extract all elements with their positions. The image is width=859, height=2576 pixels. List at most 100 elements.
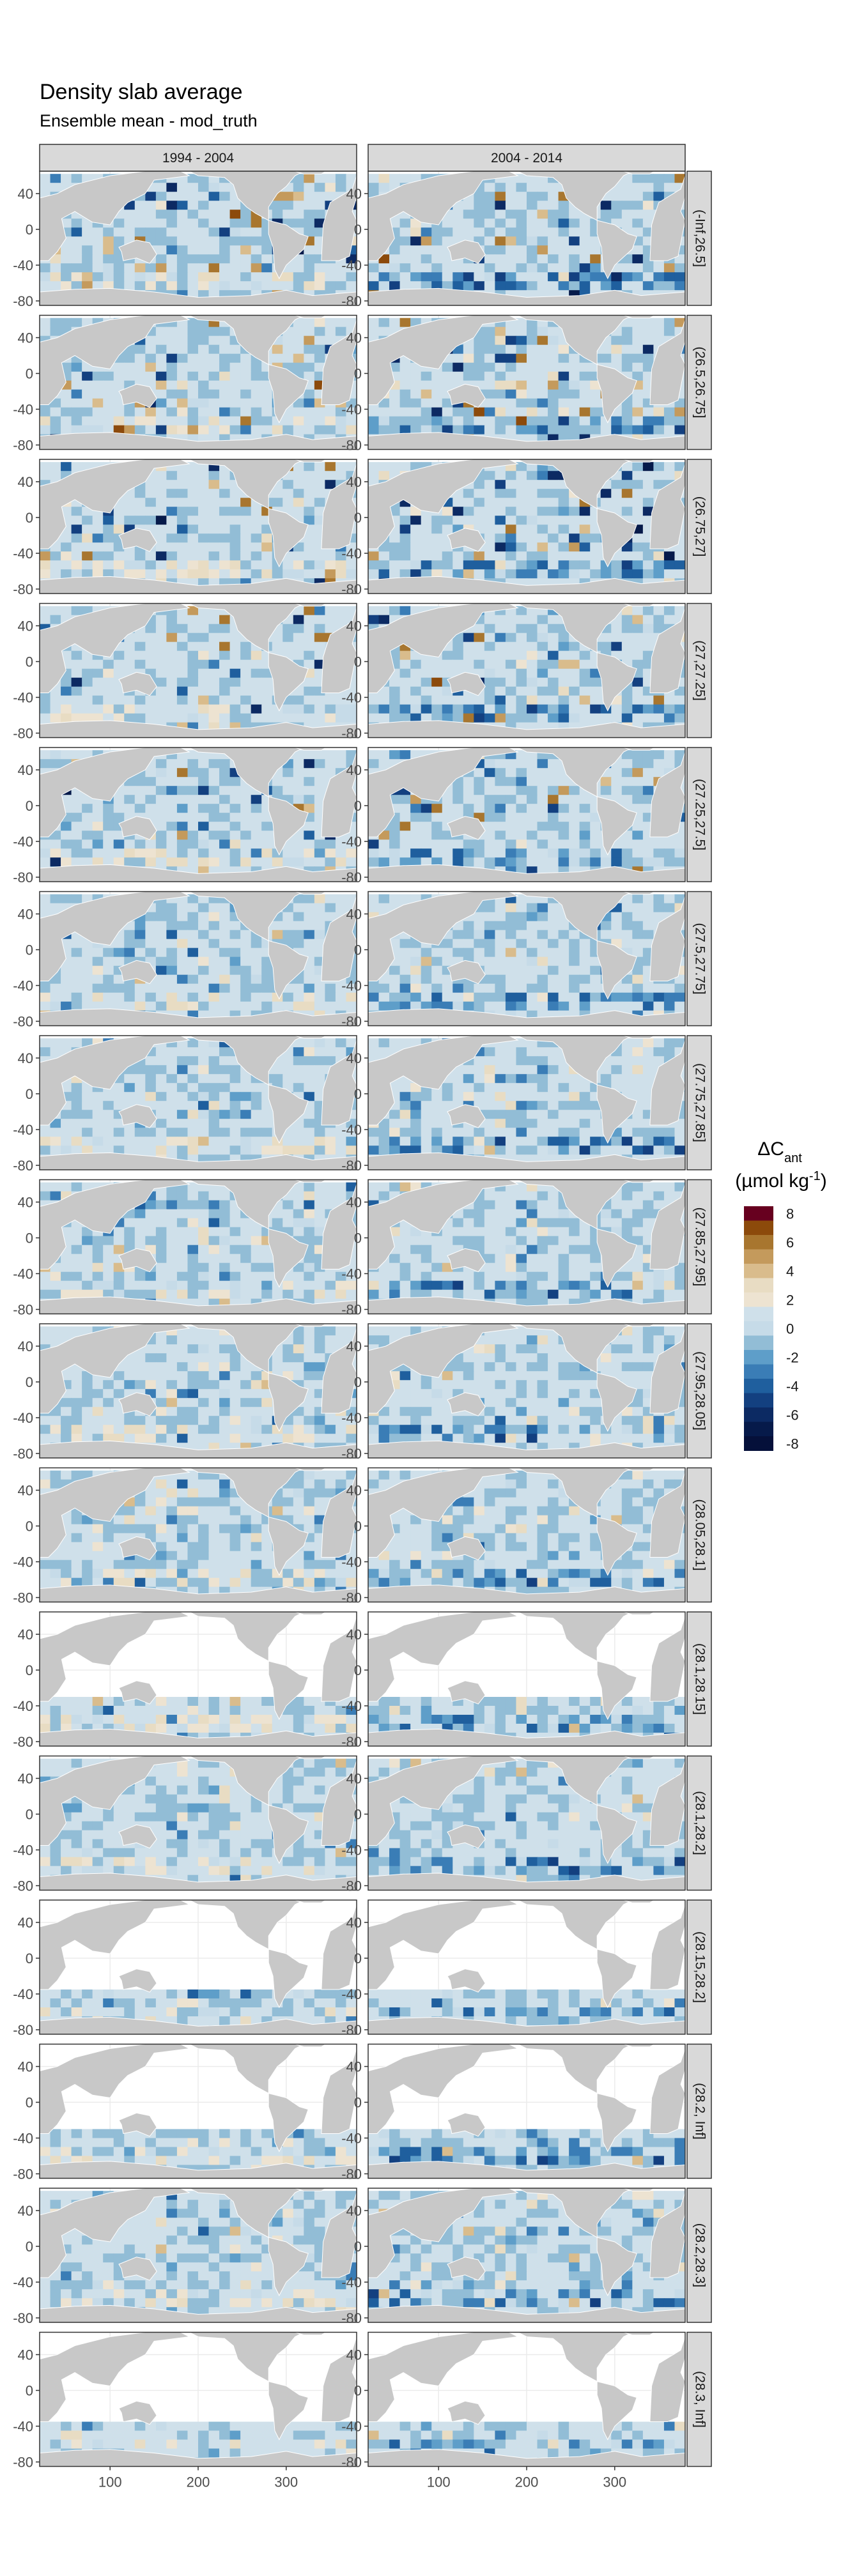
anomaly-cell <box>368 606 380 616</box>
anomaly-cell <box>484 704 495 714</box>
anomaly-cell <box>261 254 273 264</box>
anomaly-cell <box>453 407 464 417</box>
panel-border <box>39 459 357 594</box>
anomaly-cell <box>621 551 633 561</box>
anomaly-cell <box>569 245 580 255</box>
anomaly-cell <box>50 606 61 616</box>
anomaly-cell <box>399 704 411 714</box>
anomaly-cell <box>516 326 527 337</box>
anomaly-cell <box>134 407 146 417</box>
anomaly-cell <box>166 236 178 246</box>
anomaly-cell <box>155 335 167 346</box>
anomaly-cell <box>463 786 474 795</box>
anomaly-cell <box>145 210 157 219</box>
land-mask <box>268 652 309 712</box>
anomaly-cell <box>304 507 315 516</box>
anomaly-cell <box>293 362 304 372</box>
anomaly-cell <box>548 795 559 804</box>
anomaly-cell <box>198 201 210 210</box>
anomaly-cell <box>166 659 178 670</box>
anomaly-cell <box>166 201 178 210</box>
anomaly-cell <box>71 462 82 471</box>
anomaly-cell <box>611 777 623 786</box>
anomaly-cell <box>653 848 665 858</box>
anomaly-cell <box>368 615 380 625</box>
anomaly-cell <box>410 560 422 570</box>
anomaly-cell <box>389 263 401 273</box>
anomaly-cell <box>516 615 527 625</box>
anomaly-cell <box>229 533 241 543</box>
anomaly-cell <box>663 407 676 417</box>
anomaly-cell <box>558 398 569 408</box>
anomaly-cell <box>314 281 325 291</box>
anomaly-cell <box>82 704 93 714</box>
anomaly-cell <box>399 560 411 570</box>
anomaly-cell <box>410 551 422 561</box>
anomaly-cell <box>621 335 633 346</box>
anomaly-cell <box>229 650 241 661</box>
anomaly-cell <box>71 516 82 525</box>
anomaly-cell <box>537 632 548 643</box>
anomaly-cell <box>527 804 538 813</box>
anomaly-cell <box>134 362 146 372</box>
anomaly-cell <box>611 272 623 282</box>
anomaly-cell <box>208 641 220 652</box>
anomaly-cell <box>548 389 559 399</box>
anomaly-cell <box>113 569 125 579</box>
anomaly-cell <box>335 183 347 192</box>
anomaly-cell <box>198 525 210 534</box>
anomaly-cell <box>421 822 432 831</box>
anomaly-cell <box>579 533 591 543</box>
anomaly-cell <box>632 768 644 778</box>
anomaly-cell <box>208 624 220 634</box>
anomaly-cell <box>453 272 464 282</box>
anomaly-cell <box>176 839 189 849</box>
anomaly-cell <box>304 353 315 364</box>
anomaly-cell <box>484 210 495 219</box>
anomaly-cell <box>166 389 178 399</box>
anomaly-cell <box>198 371 210 381</box>
anomaly-cell <box>219 471 231 480</box>
anomaly-cell <box>378 326 390 337</box>
anomaly-cell <box>399 371 411 381</box>
anomaly-cell <box>61 389 72 399</box>
anomaly-cell <box>198 471 210 480</box>
anomaly-cell <box>548 632 559 643</box>
anomaly-cell <box>410 686 422 696</box>
anomaly-cell <box>293 254 304 264</box>
anomaly-cell <box>410 822 422 831</box>
y-tick-label: 40 <box>346 474 362 490</box>
land-mask <box>321 319 357 405</box>
anomaly-cell <box>474 416 485 426</box>
anomaly-cell <box>208 686 220 696</box>
anomaly-cell <box>314 416 325 426</box>
anomaly-cell <box>505 848 517 858</box>
anomaly-cell <box>251 507 262 516</box>
anomaly-cell <box>145 335 157 346</box>
anomaly-cell <box>304 398 315 408</box>
anomaly-cell <box>208 813 220 822</box>
anomaly-cell <box>293 857 304 867</box>
anomaly-cell <box>219 903 231 913</box>
anomaly-cell <box>516 425 527 435</box>
anomaly-cell <box>71 894 82 904</box>
anomaly-cell <box>261 533 273 543</box>
anomaly-cell <box>208 272 220 282</box>
anomaly-cell <box>621 326 633 337</box>
anomaly-cell <box>590 389 601 399</box>
anomaly-cell <box>240 542 252 552</box>
anomaly-cell <box>537 831 548 840</box>
anomaly-cell <box>516 245 527 255</box>
anomaly-cell <box>145 263 157 273</box>
anomaly-cell <box>293 344 304 355</box>
anomaly-cell <box>198 542 210 552</box>
anomaly-cell <box>145 912 157 922</box>
anomaly-cell <box>124 272 135 282</box>
anomaly-cell <box>71 569 82 579</box>
anomaly-cell <box>198 380 210 390</box>
anomaly-cell <box>558 668 569 678</box>
anomaly-cell <box>145 425 157 435</box>
anomaly-cell <box>40 471 51 480</box>
anomaly-cell <box>495 425 506 435</box>
facet-grid: 1994 - 2004 2004 - 2014400-40-80400-40-80… <box>13 144 712 2490</box>
